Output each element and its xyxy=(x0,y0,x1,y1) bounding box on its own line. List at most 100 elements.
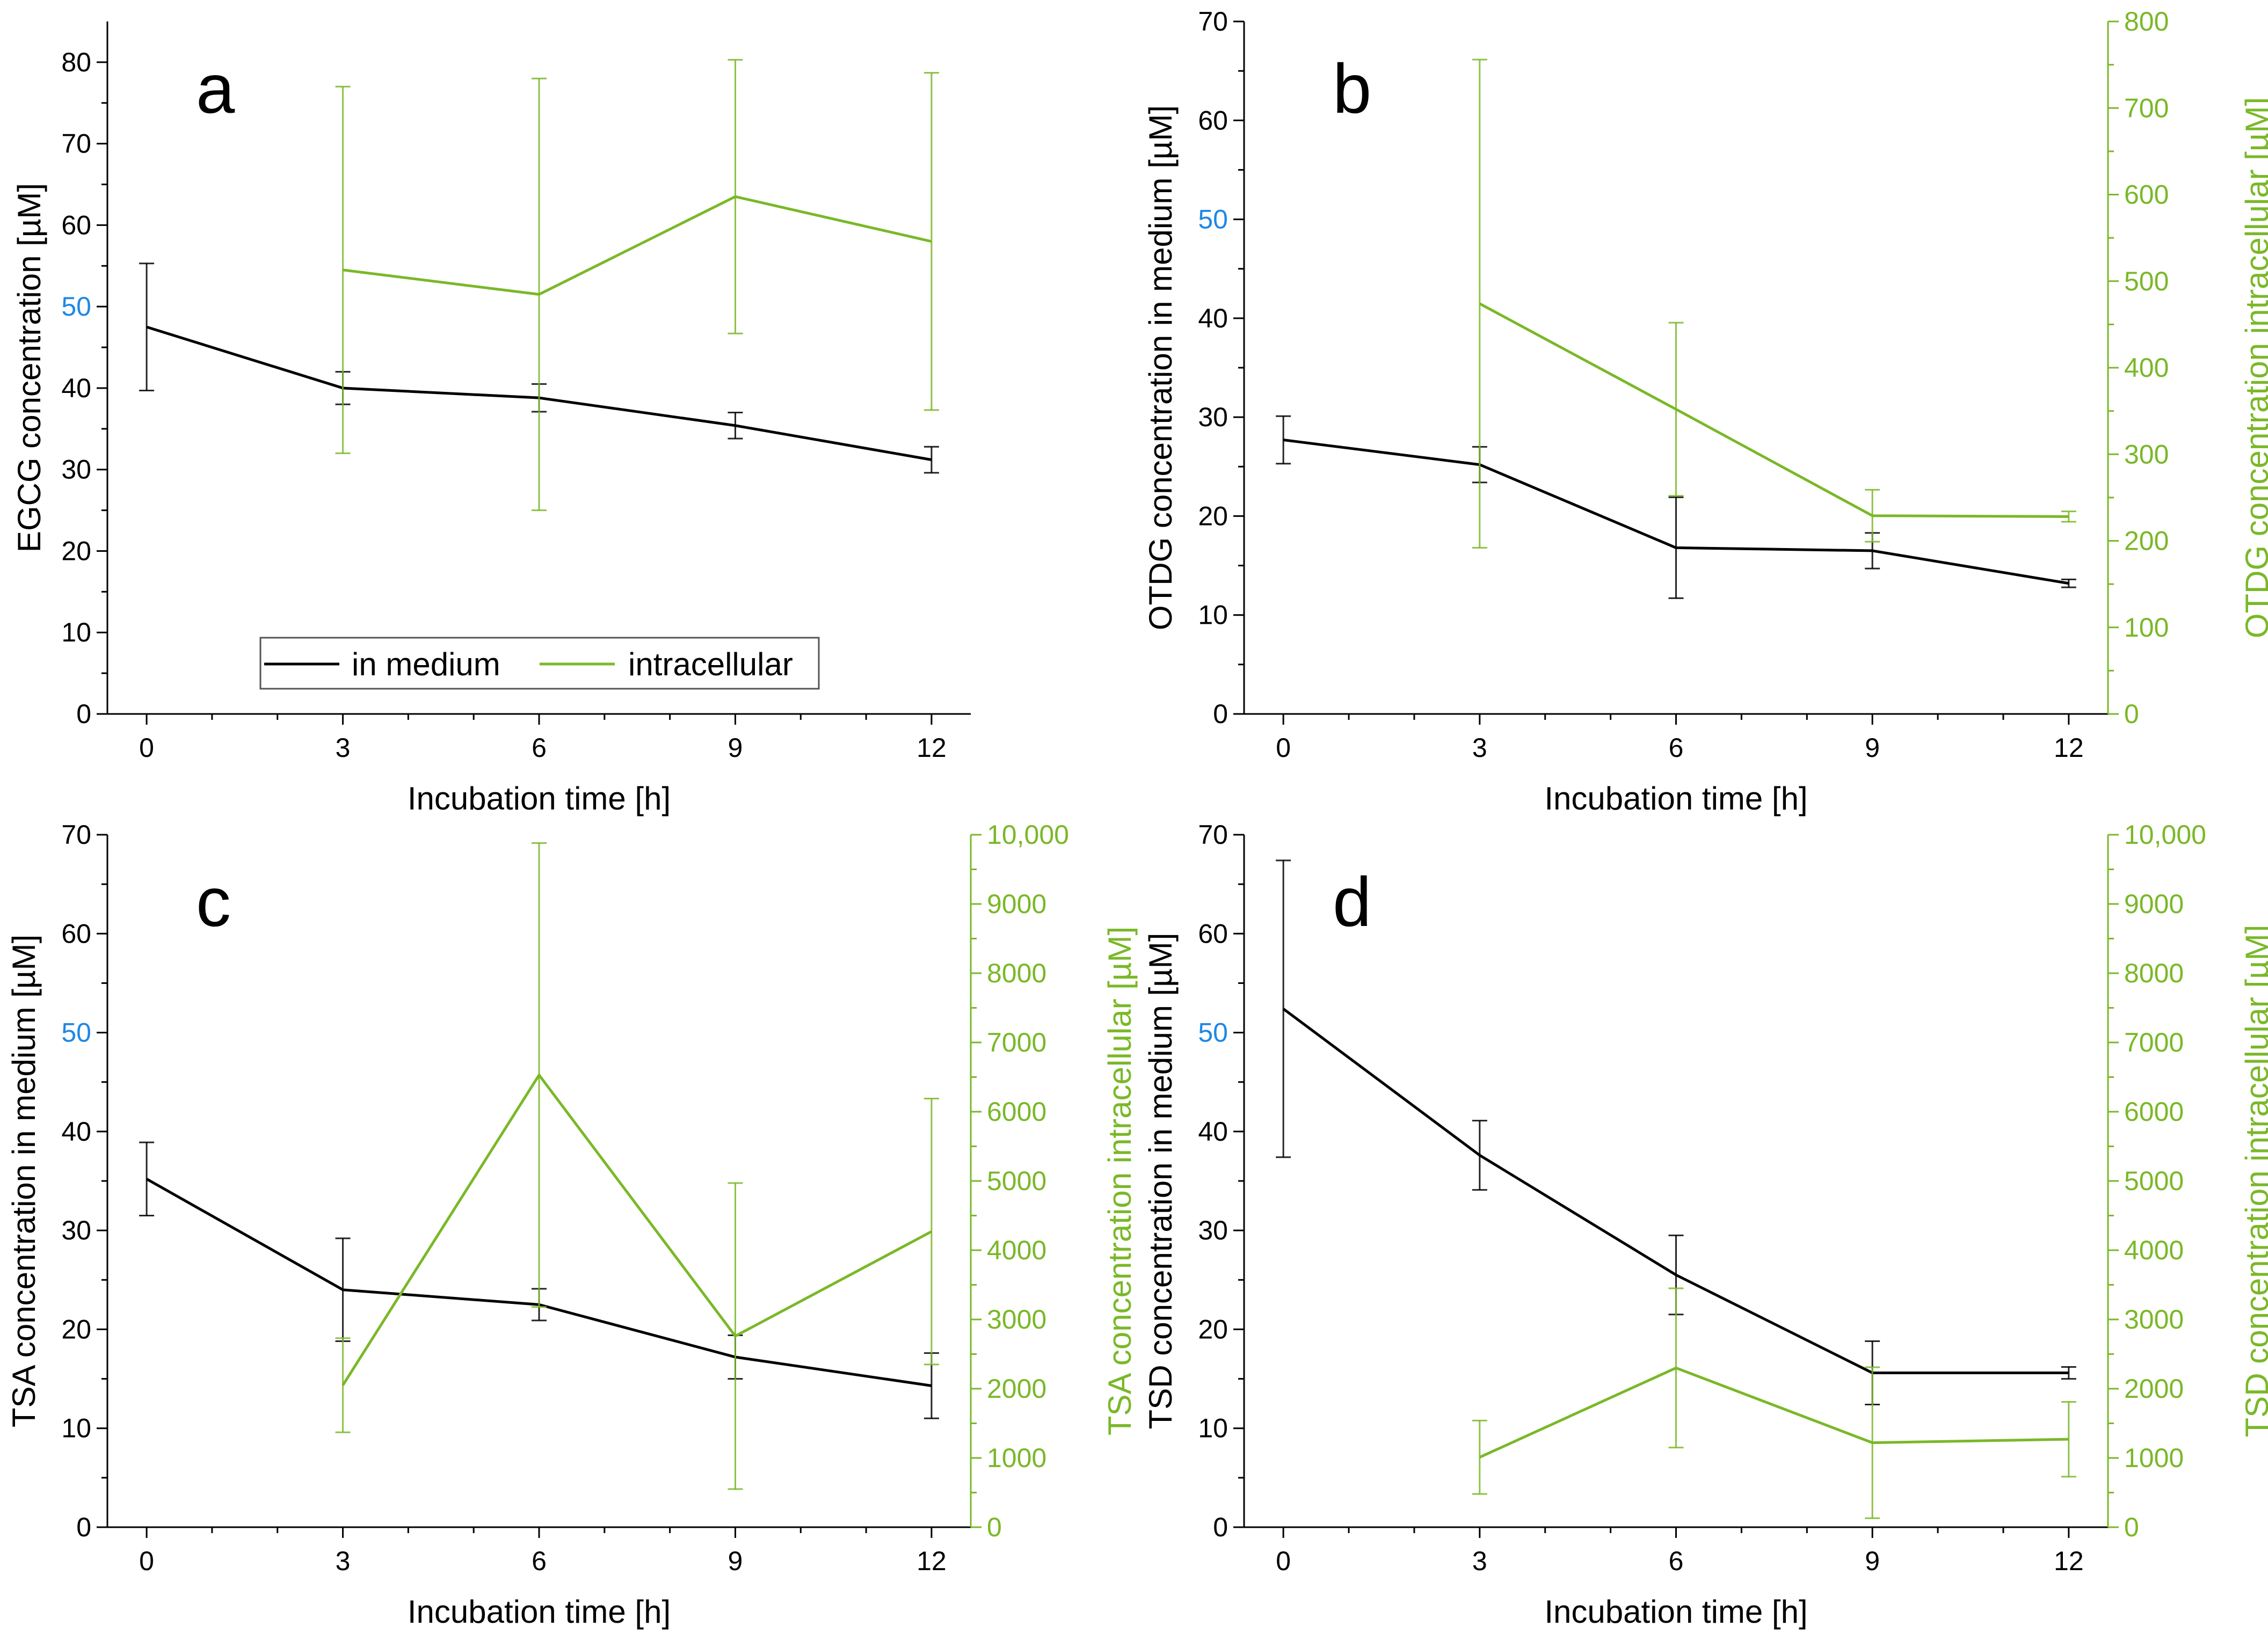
x-tick-label: 3 xyxy=(336,1546,351,1576)
y-tick-label: 10 xyxy=(1198,600,1228,630)
x-tick-label: 0 xyxy=(1276,733,1291,763)
y2-tick-label: 7000 xyxy=(987,1027,1046,1057)
x-tick-label: 3 xyxy=(1472,733,1487,763)
y-axis-title: EGCG concentration [µM] xyxy=(11,183,47,552)
chart-panel-a: 0 3 6 9 12 0 10 20 30 40 50 60 70 80 Incubation time [… xyxy=(11,21,971,816)
panel-letter: d xyxy=(1333,863,1371,941)
x-axis-title: Incubation time [h] xyxy=(408,781,671,816)
y-tick-label: 30 xyxy=(61,455,91,485)
y-tick-label: 0 xyxy=(1213,1512,1228,1542)
y-tick-label: 60 xyxy=(1198,105,1228,135)
y2-tick-label: 7000 xyxy=(2124,1027,2184,1057)
y-tick-label: 50 xyxy=(1198,205,1228,235)
y2-tick-label: 6000 xyxy=(2124,1097,2184,1127)
legend-label-medium: in medium xyxy=(352,646,500,682)
y2-tick-label: 0 xyxy=(2124,1512,2139,1542)
y2-tick-label: 3000 xyxy=(987,1304,1046,1334)
y-tick-label: 20 xyxy=(61,536,91,566)
x-tick-label: 12 xyxy=(2054,1546,2084,1576)
series-line xyxy=(1479,1366,2069,1458)
x-tick-label: 0 xyxy=(139,733,154,763)
y-tick-label: 10 xyxy=(61,617,91,647)
series-line xyxy=(341,1074,933,1386)
y2-tick-label: 0 xyxy=(2124,699,2139,729)
y-tick-label: 20 xyxy=(1198,501,1228,531)
y-tick-label: 70 xyxy=(61,820,91,850)
y2-tick-label: 300 xyxy=(2124,439,2169,469)
y-tick-label: 10 xyxy=(61,1413,91,1443)
y2-tick-label: 9000 xyxy=(987,889,1046,919)
x-tick-label: 3 xyxy=(336,733,351,763)
legend-label-intracellular: intracellular xyxy=(628,646,793,682)
y-tick-label: 70 xyxy=(1198,820,1228,850)
y-tick-label: 60 xyxy=(61,210,91,240)
y2-tick-label: 800 xyxy=(2124,6,2169,37)
y2-axis-title: OTDG concentration intracellular [µM] xyxy=(2239,97,2268,638)
y2-tick-label: 500 xyxy=(2124,266,2169,296)
y2-tick-label: 10,000 xyxy=(2124,820,2206,850)
y-tick-label: 80 xyxy=(61,47,91,77)
x-axis-title: Incubation time [h] xyxy=(1544,781,1807,816)
y2-tick-label: 5000 xyxy=(2124,1166,2184,1196)
panel-letter: c xyxy=(196,863,231,941)
y-tick-label: 40 xyxy=(1198,1117,1228,1147)
y-tick-label: 70 xyxy=(61,129,91,159)
y-tick-label: 50 xyxy=(61,291,91,322)
x-tick-label: 12 xyxy=(2054,733,2084,763)
x-axis-title: Incubation time [h] xyxy=(408,1594,671,1630)
x-tick-label: 9 xyxy=(728,733,743,763)
y2-tick-label: 8000 xyxy=(2124,958,2184,988)
y-tick-label: 30 xyxy=(61,1215,91,1245)
series-line xyxy=(1282,1008,2069,1375)
x-axis-title: Incubation time [h] xyxy=(1544,1594,1807,1630)
x-tick-label: 0 xyxy=(1276,1546,1291,1576)
y2-tick-label: 100 xyxy=(2124,612,2169,643)
y-tick-label: 20 xyxy=(1198,1314,1228,1344)
y2-tick-label: 700 xyxy=(2124,93,2169,123)
x-tick-label: 3 xyxy=(1472,1546,1487,1576)
y-tick-label: 30 xyxy=(1198,1215,1228,1245)
y2-axis-title: TSA concentration intracellular [µM] xyxy=(1102,927,1138,1435)
series-intracellular xyxy=(335,842,939,1490)
y-tick-label: 30 xyxy=(1198,402,1228,432)
legend: in medium intracellular xyxy=(259,637,820,690)
x-tick-label: 6 xyxy=(1669,1546,1684,1576)
y-axis-title: OTDG concentration in medium [µM] xyxy=(1143,105,1179,630)
y-tick-label: 10 xyxy=(1198,1413,1228,1443)
panel-letter: b xyxy=(1333,49,1371,128)
series-intracellular xyxy=(1472,59,2076,549)
x-tick-label: 6 xyxy=(1669,733,1684,763)
y2-tick-label: 200 xyxy=(2124,526,2169,556)
y2-tick-label: 2000 xyxy=(987,1374,1046,1404)
y2-tick-label: 5000 xyxy=(987,1166,1046,1196)
y-tick-label: 40 xyxy=(61,373,91,403)
x-tick-label: 6 xyxy=(532,1546,547,1576)
y-tick-label: 40 xyxy=(61,1117,91,1147)
series-intracellular xyxy=(335,59,939,512)
panel-letter: a xyxy=(196,49,235,128)
y2-tick-label: 0 xyxy=(987,1512,1002,1542)
y-axis-title: TSD concentration in medium [µM] xyxy=(1143,933,1179,1430)
y2-tick-label: 400 xyxy=(2124,353,2169,383)
y-tick-label: 20 xyxy=(61,1314,91,1344)
y2-tick-label: 3000 xyxy=(2124,1304,2184,1334)
y2-tick-label: 8000 xyxy=(987,958,1046,988)
chart-panel-b: 0 3 6 9 120102030405060700100200300400500600… xyxy=(1143,6,2268,816)
y2-tick-label: 9000 xyxy=(2124,889,2184,919)
y2-tick-label: 1000 xyxy=(2124,1443,2184,1473)
y-tick-label: 0 xyxy=(1213,699,1228,729)
y-tick-label: 50 xyxy=(1198,1018,1228,1048)
y2-tick-label: 600 xyxy=(2124,180,2169,210)
y-tick-label: 0 xyxy=(76,1512,91,1542)
y2-tick-label: 4000 xyxy=(987,1235,1046,1265)
y-tick-label: 70 xyxy=(1198,6,1228,37)
x-tick-label: 9 xyxy=(728,1546,743,1576)
y-tick-label: 0 xyxy=(76,699,91,729)
x-tick-label: 12 xyxy=(917,1546,947,1576)
y2-axis-title: TSD concentration intracellular [µM] xyxy=(2239,925,2268,1438)
chart-panel-c: 0 3 6 9 12 0 10 20 30 40 50 60 70 0 1000 2000 3000 4000 50… xyxy=(6,820,1138,1630)
series-intracellular xyxy=(1472,1287,2076,1519)
series-medium xyxy=(1276,859,2076,1405)
chart-panel-d: 0 3 6 9 12 0 10 20 30 40 50 60 70 0 1000 2000 3000 4000 50… xyxy=(1143,820,2268,1630)
